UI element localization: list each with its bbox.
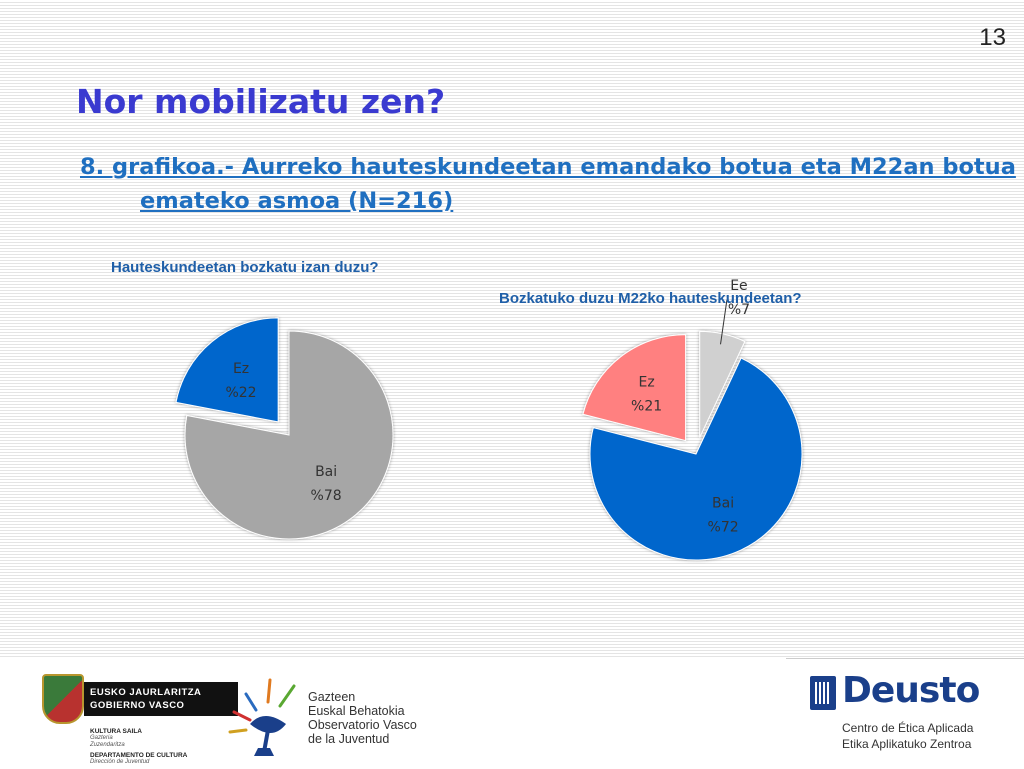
gv-dept-2a: Dirección de Juventud — [90, 759, 150, 765]
slice-category-label: Ee — [730, 278, 747, 294]
slice-category-label: Ez — [233, 361, 249, 377]
slice-value-label: %7 — [728, 302, 750, 318]
gv-dept-1: KULTURA SAILA — [90, 728, 142, 735]
page-title: Nor mobilizatu zen? — [76, 82, 446, 121]
chart-title: Bozkatuko duzu M22ko hauteskundeetan? — [499, 290, 802, 307]
coat-of-arms-icon — [42, 674, 84, 724]
slice-value-label: %21 — [631, 398, 662, 414]
satellite-dish-icon — [228, 678, 296, 756]
charts-canvas: Bai %78 Ez %22 Hauteskundeetan bozkatu izan … — [111, 259, 803, 561]
slice-category-label: Bai — [712, 496, 734, 512]
deusto-line-2: Etika Aplikatuko Zentroa — [842, 737, 972, 751]
pie-chart-voted-before: Bai %78 Ez %22 Hauteskundeetan bozkatu izan … — [111, 259, 394, 540]
pie-slice-ez — [582, 334, 687, 442]
observatorio-logo: Gazteen Euskal Behatokia Observatorio Va… — [224, 672, 424, 764]
slice-value-label: %78 — [311, 488, 342, 504]
deusto-line-1: Centro de Ética Aplicada — [842, 721, 974, 735]
leader-line — [720, 299, 728, 345]
slice-category-label: Bai — [315, 464, 337, 480]
gv-department-text: KULTURA SAILA Gazteria Zuzendaritza DEPA… — [90, 728, 187, 766]
pie-slice-bai — [184, 330, 394, 540]
deusto-subtitle: Centro de Ética Aplicada Etika Aplikatuk… — [842, 720, 973, 752]
pie-slice-bai — [589, 357, 803, 561]
slide: 13 Nor mobilizatu zen? 8. grafikoa.- Aur… — [0, 0, 1024, 658]
gv-line-1: EUSKO JAURLARITZA — [90, 687, 202, 698]
chart-caption: 8. grafikoa.- Aurreko hauteskundeetan em… — [80, 154, 1016, 214]
pie-slice-ee — [699, 330, 746, 438]
slice-value-label: %72 — [708, 520, 739, 536]
obs-line-3: Observatorio Vasco — [308, 718, 417, 732]
obs-line-1: Gazteen — [308, 690, 356, 704]
deusto-wordmark: Deusto — [842, 670, 980, 711]
gv-dept-2: DEPARTAMENTO DE CULTURA — [90, 752, 188, 759]
slice-value-label: %22 — [225, 385, 256, 401]
gv-line-2: GOBIERNO VASCO — [90, 700, 185, 711]
gv-dept-1b: Zuzendaritza — [90, 742, 125, 748]
gobierno-vasco-logo: EUSKO JAURLARITZA GOBIERNO VASCO KULTURA… — [38, 672, 238, 766]
deusto-logo: Deusto Centro de Ética Aplicada Etika Ap… — [810, 670, 1010, 764]
footer-divider — [786, 658, 1024, 659]
page-number: 13 — [979, 24, 1006, 51]
footer: EUSKO JAURLARITZA GOBIERNO VASCO KULTURA… — [0, 658, 1024, 768]
deusto-mark-icon — [810, 676, 836, 710]
slice-category-label: Ez — [638, 374, 654, 390]
gv-name-plate: EUSKO JAURLARITZA GOBIERNO VASCO — [84, 682, 238, 716]
chart-title: Hauteskundeetan bozkatu izan duzu? — [111, 259, 379, 276]
gv-dept-1a: Gazteria — [90, 735, 113, 741]
pie-chart-will-vote-m22: Ee %7 Bai %72 Ez %21 Bozkatuko duzu M22ko haut… — [499, 278, 803, 561]
obs-line-2: Euskal Behatokia — [308, 704, 405, 718]
pie-slice-ez — [175, 317, 279, 423]
observatorio-text: Gazteen Euskal Behatokia Observatorio Va… — [308, 690, 417, 746]
obs-line-4: de la Juventud — [308, 732, 390, 746]
